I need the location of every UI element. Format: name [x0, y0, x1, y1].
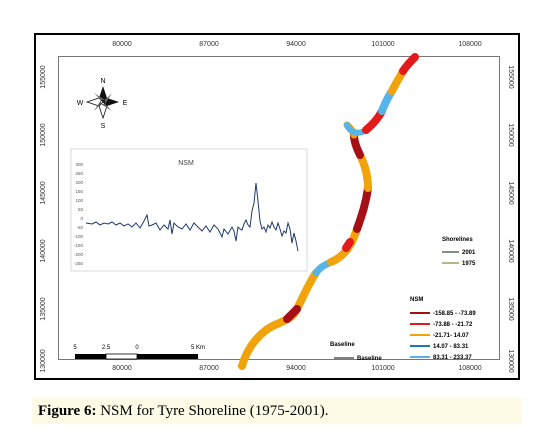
x-tick-bottom: 101000 — [371, 365, 395, 372]
x-tick-top: 94000 — [286, 41, 306, 48]
legend-nsm-class: 14.07 - 83.31 — [433, 344, 469, 350]
map-frame: 80000 87000 94000 101000 108000 80000 87… — [34, 33, 520, 380]
nsm-series-line — [85, 182, 299, 252]
compass-east: E — [123, 100, 128, 107]
legend-nsm: NSM -158.85 - -73.89 -73.88 - -21.72 -21… — [410, 297, 476, 361]
map-canvas: N S E W NSM 300 — [70, 53, 476, 370]
legend-nsm-class: -21.71- 14.07 — [433, 333, 469, 339]
inset-y-tick: -200 — [74, 252, 84, 257]
compass-west: W — [77, 100, 84, 107]
figure-caption: Figure 6: NSM for Tyre Shoreline (1975-2… — [32, 398, 522, 424]
inset-y-tick: 200 — [75, 180, 83, 185]
scale-label: 5 Km — [191, 345, 205, 351]
legend-nsm-class: -158.85 - -73.89 — [433, 311, 476, 317]
legend-nsm-class: -73.88 - -21.72 — [433, 322, 473, 328]
x-tick-bottom: 94000 — [286, 365, 306, 372]
x-tick-top: 108000 — [458, 41, 482, 48]
compass-rose-icon: N S E W — [77, 78, 128, 130]
scale-label: 5 — [73, 345, 77, 351]
inset-y-tick: -50 — [76, 225, 83, 230]
legend-baseline-title: Baseline — [330, 342, 355, 348]
caption-label: Figure 6: — [38, 403, 97, 419]
inset-y-tick: 300 — [75, 162, 83, 167]
nsm-inset-chart: NSM 300 250 200 150 100 50 0 -50 -100 -1… — [70, 148, 308, 272]
caption-text: NSM for Tyre Shoreline (1975-2001). — [96, 403, 329, 419]
legend-shorelines: Shorelines 2001 1975 — [442, 237, 476, 267]
legend-shoreline-1975: 1975 — [462, 261, 476, 267]
legend-baseline: Baseline Baseline — [330, 342, 382, 362]
inset-y-tick: -150 — [74, 243, 84, 248]
map-neatline — [58, 56, 500, 360]
legend-shorelines-title: Shorelines — [442, 237, 473, 243]
scale-label: 0 — [135, 345, 139, 351]
scale-bar: 5 2.5 0 5 Km — [73, 345, 205, 360]
inset-y-tick: -100 — [74, 234, 84, 239]
inset-y-tick: 250 — [75, 171, 83, 176]
compass-south: S — [101, 123, 106, 130]
x-tick-bottom: 80000 — [112, 365, 132, 372]
legend-nsm-class: 83.31 - 233.37 — [433, 355, 472, 361]
scale-label: 2.5 — [102, 345, 111, 351]
x-tick-top: 87000 — [199, 41, 219, 48]
inset-y-tick: -250 — [74, 261, 84, 266]
compass-north: N — [100, 78, 105, 85]
shoreline-transects — [238, 53, 419, 370]
inset-title: NSM — [178, 160, 194, 167]
inset-y-tick: 0 — [80, 216, 83, 221]
legend-nsm-title: NSM — [410, 297, 423, 303]
inset-y-tick: 150 — [75, 189, 83, 194]
x-tick-bottom: 87000 — [199, 365, 219, 372]
x-tick-top: 80000 — [112, 41, 132, 48]
inset-y-tick: 100 — [75, 198, 83, 203]
legend-baseline-label: Baseline — [357, 356, 382, 362]
x-tick-top: 101000 — [371, 41, 395, 48]
inset-y-tick: 50 — [78, 207, 84, 212]
legend-shoreline-2001: 2001 — [462, 250, 476, 256]
x-tick-bottom: 108000 — [458, 365, 482, 372]
